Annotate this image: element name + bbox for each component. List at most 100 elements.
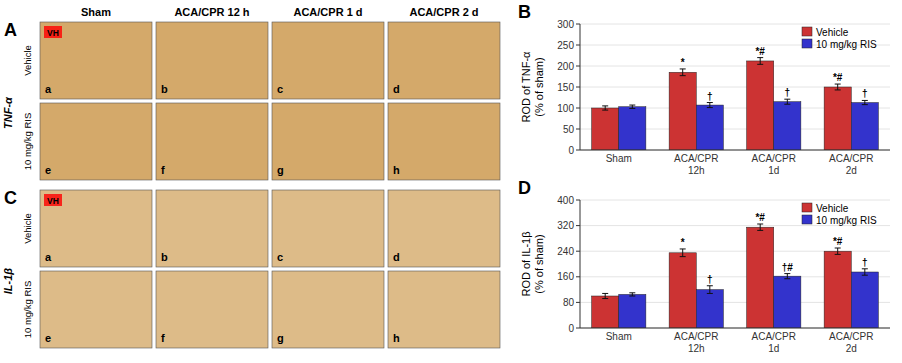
error-bar [784, 274, 790, 279]
error-bar [757, 58, 763, 65]
error-cap [680, 256, 686, 257]
bar [669, 253, 696, 328]
tick-mark [576, 200, 580, 201]
annotation: † [862, 257, 868, 268]
error-cap [835, 254, 841, 255]
row-label: 10 mg/kg RIS [22, 281, 33, 339]
y-axis [580, 200, 581, 328]
image-panel [40, 190, 152, 267]
column-header: ACA/CPR 2 d [409, 6, 478, 18]
bar [669, 72, 696, 150]
error-bar [629, 293, 635, 296]
text-line: ACA/CPR [829, 331, 873, 342]
error-cap [707, 107, 713, 108]
error-cap [835, 248, 841, 249]
error-cap [707, 102, 713, 103]
annotation: *# [755, 212, 765, 223]
tick-label: ACA/CPR1d [752, 153, 796, 176]
cell-label: g [277, 332, 284, 344]
annotation: † [707, 91, 713, 102]
cell-label: a [45, 83, 52, 95]
error-cap [835, 89, 841, 90]
tick-mark [576, 87, 580, 88]
cell-label: d [393, 251, 400, 263]
bar [851, 103, 878, 150]
image-panel [272, 190, 384, 267]
group-label: TNF-α [2, 96, 14, 129]
annotation: *# [755, 46, 765, 57]
error-line [709, 286, 710, 294]
error-cap [707, 293, 713, 294]
image-panel [156, 22, 268, 99]
legend: Vehicle10 mg/kg RIS [802, 27, 877, 50]
tick-label: 160 [557, 271, 574, 282]
error-cap [602, 298, 608, 299]
row-label: Vehicle [22, 45, 33, 76]
error-cap [757, 230, 763, 231]
cell-label: b [161, 251, 168, 263]
bar [592, 296, 619, 328]
bar [824, 87, 851, 150]
image-panel [156, 103, 268, 180]
text-line: ACA/CPR [752, 331, 796, 342]
annotation: *# [833, 236, 843, 247]
error-cap [602, 110, 608, 111]
text-line: (% of sham) [533, 57, 545, 116]
error-cap [757, 57, 763, 58]
error-cap [835, 84, 841, 85]
background [0, 0, 902, 363]
legend-swatch [802, 215, 812, 224]
tick-label: ACA/CPR1d [752, 331, 796, 354]
grid-line [580, 24, 890, 25]
error-line [682, 249, 683, 257]
tick-label: 80 [563, 297, 575, 308]
bar [774, 276, 801, 328]
error-bar [835, 248, 841, 254]
annotation: † [707, 274, 713, 285]
tick-mark [576, 108, 580, 109]
tick-mark [576, 302, 580, 303]
image-panel [388, 22, 500, 99]
error-cap [784, 99, 790, 100]
tick-label: 250 [557, 40, 574, 51]
error-cap [680, 248, 686, 249]
error-bar [862, 100, 868, 104]
bar [851, 272, 878, 328]
error-cap [629, 108, 635, 109]
cell-label: h [393, 164, 400, 176]
grid-line [580, 66, 890, 67]
error-line [760, 58, 761, 65]
image-panel [388, 271, 500, 348]
image-panel [388, 103, 500, 180]
bar [747, 227, 774, 328]
error-cap [757, 224, 763, 225]
figure: abcdefghShamACA/CPR 12 hACA/CPR 1 dACA/C… [0, 0, 902, 363]
error-cap [602, 293, 608, 294]
row-label: Vehicle [22, 213, 33, 244]
text-line: 12h [688, 343, 705, 354]
image-panel [388, 190, 500, 267]
tick-mark [576, 251, 580, 252]
panel-label: C [4, 188, 17, 208]
annotation: * [681, 57, 685, 68]
tick-label: 200 [557, 61, 574, 72]
image-grid: abcdefghShamACA/CPR 12 hACA/CPR 1 dACA/C… [2, 6, 500, 180]
error-cap [862, 268, 868, 269]
bar [774, 102, 801, 150]
error-cap [602, 105, 608, 106]
cell-label: b [161, 83, 168, 95]
error-line [760, 224, 761, 230]
tick-label: ACA/CPR2d [829, 331, 873, 354]
error-cap [680, 68, 686, 69]
cell-label: e [45, 332, 51, 344]
tick-label: 0 [568, 323, 574, 334]
error-bar [602, 293, 608, 298]
bar [619, 107, 646, 150]
axis-label: ROD of TNF-α(% of sham) [520, 51, 545, 123]
panel-title: B [518, 2, 531, 22]
text-line: ACA/CPR [829, 153, 873, 164]
text-line: ACA/CPR [674, 153, 718, 164]
panel-label: A [4, 20, 17, 40]
axis-label: ROD of IL-1β(% of sham) [520, 231, 545, 296]
error-line [864, 100, 865, 104]
